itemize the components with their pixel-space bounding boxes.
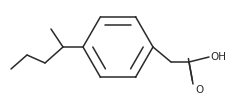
Text: OH: OH <box>210 52 226 62</box>
Text: O: O <box>195 85 203 95</box>
